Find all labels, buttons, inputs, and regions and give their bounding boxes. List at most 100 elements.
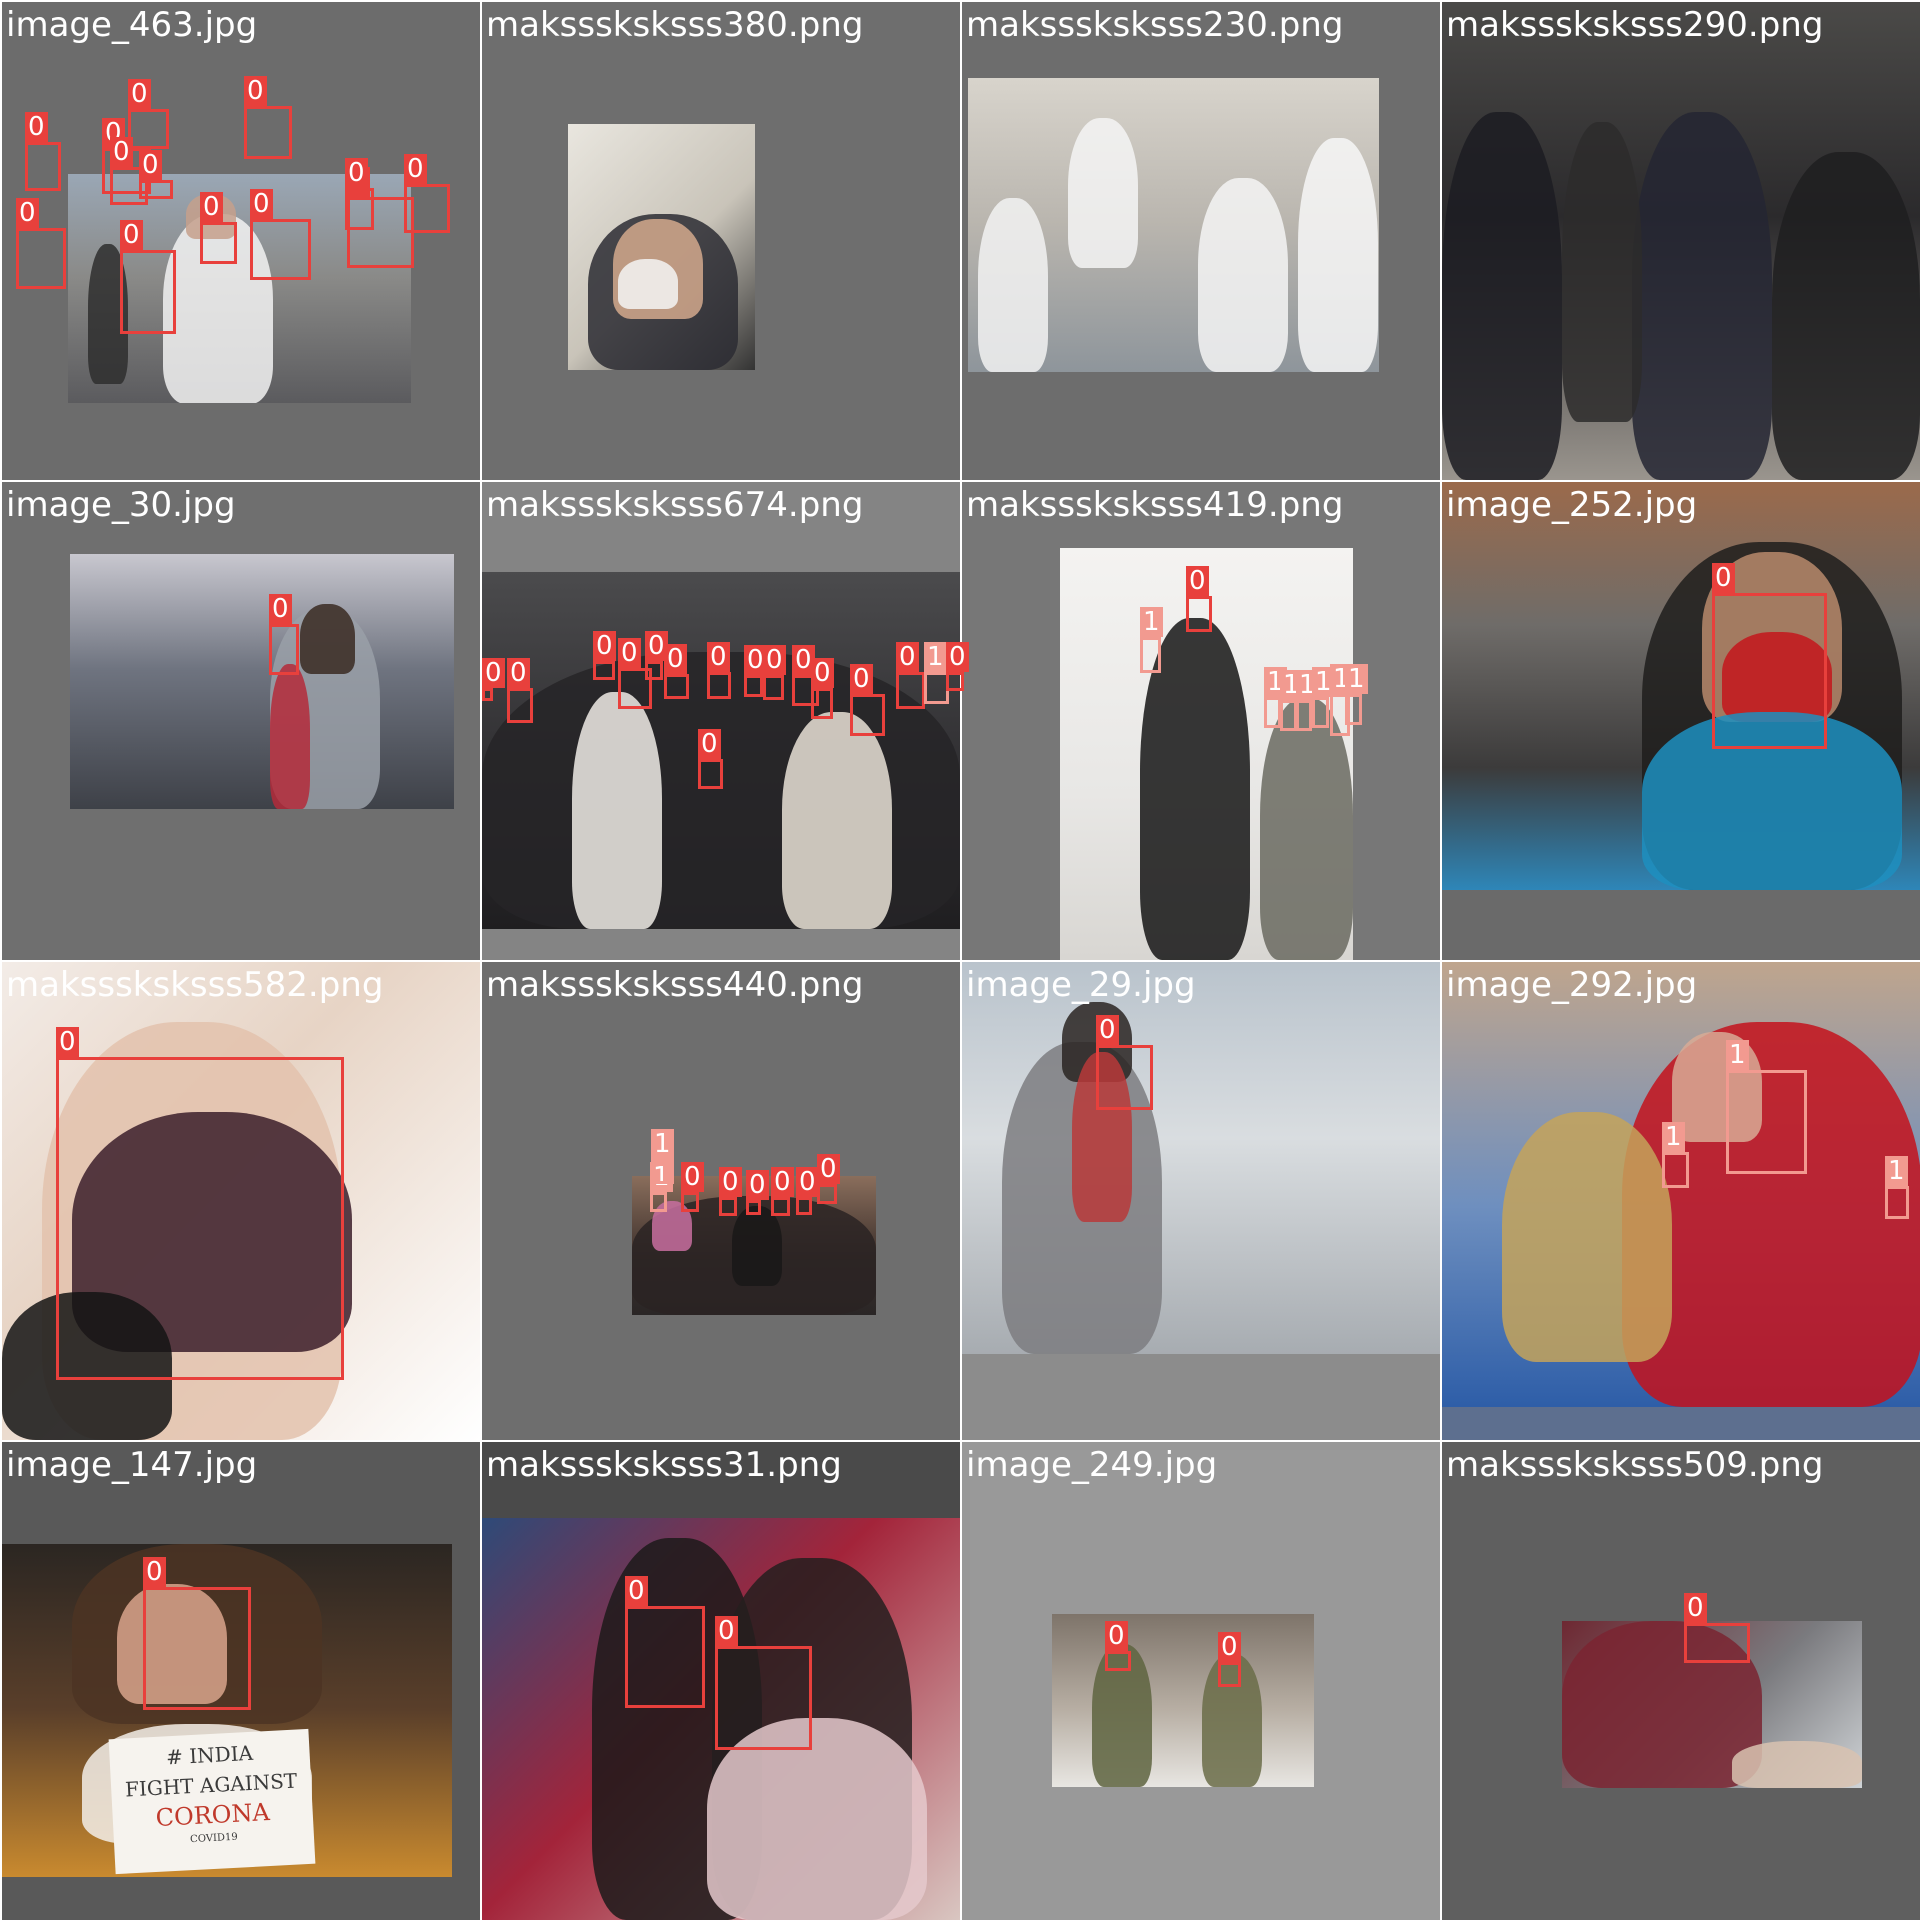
- detection-class-label: 0: [625, 1576, 648, 1606]
- tile-photo: [70, 554, 454, 809]
- detection-box: 0: [482, 658, 505, 701]
- detection-class-label: 0: [796, 1167, 819, 1197]
- photo-silhouette: [732, 1206, 782, 1286]
- detection-box: 0: [1684, 1593, 1750, 1663]
- detection-box: 0: [1186, 566, 1212, 632]
- tile-filename: maksssksksss31.png: [486, 1445, 842, 1485]
- detection-box: 1: [1726, 1040, 1807, 1174]
- detection-box: 0: [618, 638, 652, 709]
- detection-box: 0: [244, 76, 292, 159]
- detection-class-label: 1: [1140, 607, 1163, 637]
- tile-filename: maksssksksss674.png: [486, 485, 864, 525]
- photo-silhouette: [978, 198, 1048, 372]
- detection-box: 0: [715, 1616, 812, 1750]
- tile-photo: [568, 124, 755, 370]
- photo-silhouette: [1772, 152, 1920, 480]
- tile-photo: [1442, 482, 1920, 890]
- mosaic-tile: maksssksksss674.png: [482, 482, 960, 960]
- detection-class-label: 1: [1312, 667, 1335, 697]
- detection-box: 0: [507, 658, 533, 723]
- photo-silhouette: [1642, 712, 1902, 890]
- tile-filename: image_147.jpg: [6, 1445, 258, 1485]
- detection-class-label: 0: [715, 1616, 738, 1646]
- photo-silhouette: [1562, 122, 1642, 422]
- detection-box: 0: [811, 658, 834, 719]
- detection-box: 0: [1105, 1621, 1131, 1671]
- tile-filename: image_292.jpg: [1446, 965, 1698, 1005]
- detection-box: 0: [796, 1167, 819, 1215]
- mosaic-tile: maksssksksss419.png: [962, 482, 1440, 960]
- detection-box: 0: [1712, 563, 1827, 749]
- tile-photo: [2, 962, 480, 1440]
- tile-filename: maksssksksss582.png: [6, 965, 384, 1005]
- detection-box: 0: [56, 1027, 344, 1380]
- tile-photo: # INDIA FIGHT AGAINST CORONA COVID19: [2, 1544, 452, 1877]
- detection-box: 1: [1264, 667, 1287, 728]
- detection-class-label: 0: [482, 658, 505, 688]
- detection-class-label: 0: [618, 638, 641, 668]
- tile-photo: [1442, 2, 1920, 480]
- detection-box: 0: [771, 1167, 794, 1216]
- detection-box: 0: [746, 1170, 769, 1215]
- photo-silhouette: [1140, 618, 1250, 960]
- detection-class-label: 0: [850, 664, 873, 694]
- detection-class-label: 0: [1684, 1593, 1707, 1623]
- photo-silhouette: [782, 712, 892, 929]
- detection-box: 1: [1280, 670, 1303, 731]
- tile-filename: image_30.jpg: [6, 485, 236, 525]
- tile-photo: [1562, 1621, 1862, 1788]
- detection-class-label: 1: [650, 1162, 673, 1192]
- mosaic-tile: maksssksksss582.png: [2, 962, 480, 1440]
- detection-box: 0: [250, 189, 311, 280]
- detection-class-label: 0: [792, 645, 815, 675]
- photo-silhouette: [300, 604, 355, 674]
- detection-box: 0: [1096, 1015, 1153, 1110]
- tile-photo: [1052, 1614, 1314, 1787]
- detection-box: 0: [143, 1557, 251, 1710]
- mosaic-tile: maksssksksss509.png: [1442, 1442, 1920, 1920]
- mosaic-tile: maksssksksss290.png: [1442, 2, 1920, 480]
- detection-class-label: 1: [924, 642, 947, 672]
- detection-class-label: 1: [651, 1129, 674, 1159]
- detection-box: 1: [651, 1129, 674, 1184]
- mosaic-tile: image_249.jpg: [962, 1442, 1440, 1920]
- photo-silhouette: [1298, 138, 1378, 372]
- detection-box: 0: [200, 192, 237, 264]
- detection-class-label: 0: [507, 658, 530, 688]
- detection-class-label: 0: [817, 1154, 840, 1184]
- photo-silhouette: [1198, 178, 1288, 372]
- mosaic-tile: maksssksksss440.png: [482, 962, 960, 1440]
- detection-class-label: 0: [1712, 563, 1735, 593]
- detection-class-label: 0: [896, 642, 919, 672]
- tile-photo: [1442, 962, 1920, 1407]
- tile-filename: maksssksksss380.png: [486, 5, 864, 45]
- photo-silhouette: [2, 1292, 172, 1440]
- tile-filename: image_463.jpg: [6, 5, 258, 45]
- detection-box: 0: [664, 644, 689, 699]
- detection-box: 0: [593, 631, 616, 680]
- detection-class-label: 0: [593, 631, 616, 661]
- mosaic-tile: maksssksksss230.png: [962, 2, 1440, 480]
- detection-class-label: 0: [110, 137, 133, 167]
- detection-class-label: 0: [25, 112, 48, 142]
- detection-box: 1: [1312, 667, 1335, 728]
- photo-silhouette: [1632, 112, 1772, 480]
- tile-filename: maksssksksss419.png: [966, 485, 1344, 525]
- detection-class-label: 0: [120, 220, 143, 250]
- tile-photo: [68, 174, 411, 403]
- detection-box: 0: [128, 79, 169, 149]
- detection-class-label: 0: [1186, 566, 1209, 596]
- detection-class-label: 0: [143, 1557, 166, 1587]
- detection-box: 1: [650, 1162, 673, 1212]
- detection-class-label: 0: [139, 150, 162, 180]
- photo-silhouette: [270, 664, 310, 809]
- detection-class-label: 1: [1345, 664, 1368, 694]
- detection-class-label: 0: [269, 594, 292, 624]
- detection-class-label: 0: [763, 645, 786, 675]
- photo-silhouette: [1260, 698, 1353, 960]
- detection-class-label: 0: [707, 642, 730, 672]
- tile-photo: [1060, 548, 1353, 960]
- tile-photo: [962, 962, 1440, 1354]
- detection-box: 1: [1345, 664, 1368, 725]
